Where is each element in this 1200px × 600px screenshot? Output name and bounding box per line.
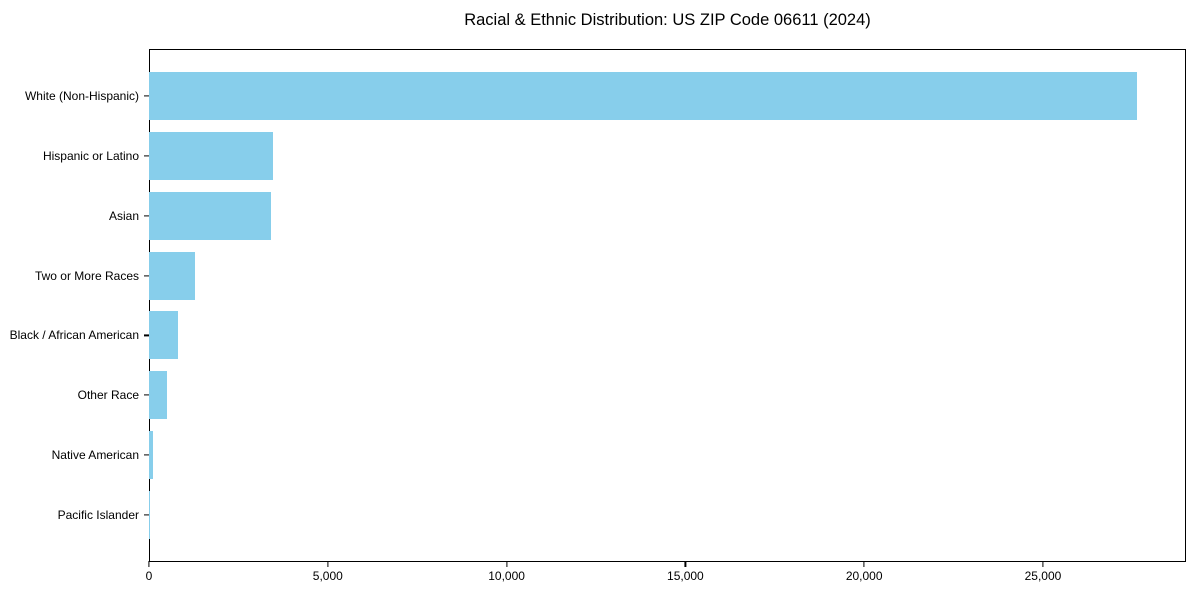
y-tick-label: Native American bbox=[51, 447, 139, 462]
y-tick-mark bbox=[144, 394, 149, 396]
y-tick-mark bbox=[144, 334, 149, 336]
x-tick-label: 25,000 bbox=[1024, 569, 1062, 583]
x-tick-label: 0 bbox=[145, 569, 153, 583]
x-tick-mark bbox=[148, 561, 150, 567]
bar-two-or-more-races bbox=[149, 251, 196, 300]
x-tick-mark bbox=[505, 561, 508, 567]
bar-other-race bbox=[149, 371, 167, 420]
bar-hispanic-or-latino bbox=[149, 132, 274, 180]
y-tick-label: Black / African American bbox=[9, 328, 139, 343]
y-tick-mark bbox=[144, 95, 149, 97]
x-tick-label: 5,000 bbox=[312, 569, 343, 583]
y-tick-mark bbox=[144, 514, 149, 516]
y-tick-label: Other Race bbox=[77, 388, 139, 403]
x-tick-mark bbox=[1042, 561, 1044, 567]
plot-area bbox=[149, 49, 1186, 562]
y-tick-label: Pacific Islander bbox=[57, 507, 139, 522]
chart-title: Racial & Ethnic Distribution: US ZIP Cod… bbox=[464, 11, 871, 29]
x-tick-label: 10,000 bbox=[488, 569, 525, 583]
y-tick-label: Asian bbox=[108, 208, 139, 223]
x-tick-mark bbox=[863, 561, 865, 567]
y-tick-mark bbox=[144, 155, 149, 157]
y-tick-label: Two or More Races bbox=[34, 268, 139, 283]
bar-asian bbox=[149, 191, 271, 240]
bar-white-non-hispanic bbox=[149, 72, 1137, 121]
y-tick-label: Hispanic or Latino bbox=[42, 149, 139, 164]
x-tick-label: 15,000 bbox=[667, 569, 704, 583]
y-tick-mark bbox=[144, 215, 149, 217]
y-tick-mark bbox=[144, 275, 149, 277]
bar-black-african-american bbox=[149, 311, 178, 360]
bar-native-american bbox=[149, 431, 153, 479]
y-tick-mark bbox=[144, 454, 149, 456]
x-tick-label: 20,000 bbox=[845, 569, 883, 583]
x-tick-mark bbox=[327, 561, 329, 567]
x-tick-mark bbox=[684, 561, 686, 567]
y-tick-label: White (Non-Hispanic) bbox=[24, 89, 139, 104]
